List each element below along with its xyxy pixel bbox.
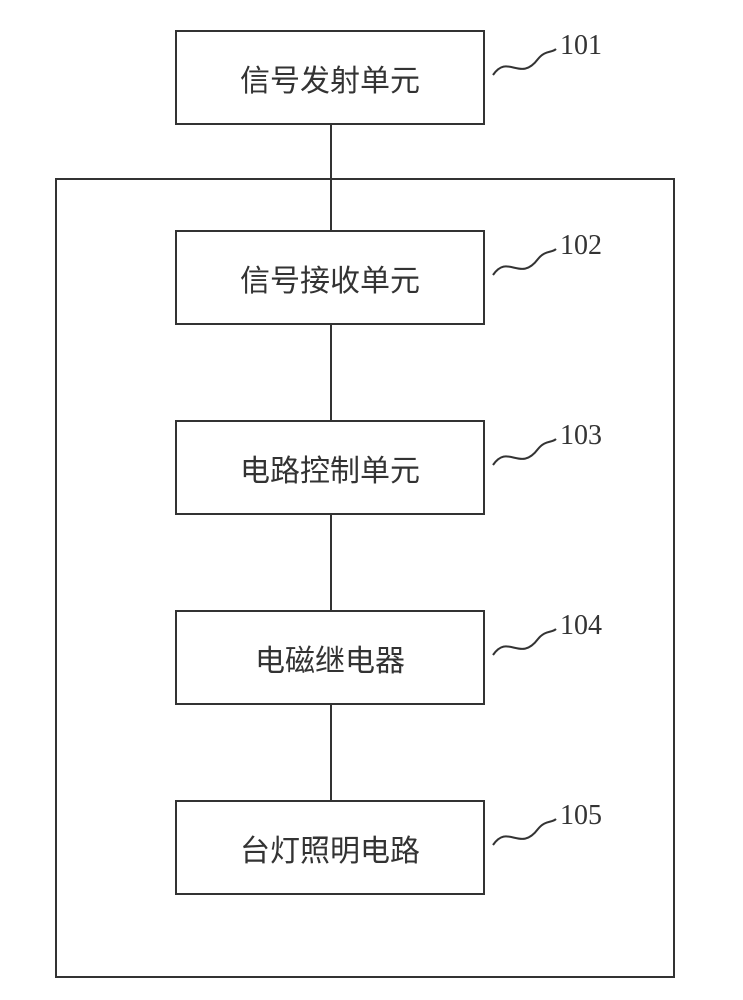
ref-squiggle (490, 45, 560, 85)
connector-ctrl_unit-to-relay (330, 515, 332, 610)
block-ctrl_unit: 电路控制单元 (175, 420, 485, 515)
block-signal_rx: 信号接收单元 (175, 230, 485, 325)
block-label-ctrl_unit: 电路控制单元 (240, 446, 420, 490)
connector-signal_rx-to-ctrl_unit (330, 325, 332, 420)
block-lamp_circuit: 台灯照明电路 (175, 800, 485, 895)
ref-label-101: 101 (560, 30, 602, 62)
ref-label-102: 102 (560, 230, 602, 262)
ref-squiggle (490, 625, 560, 665)
ref-label-105: 105 (560, 800, 602, 832)
block-label-relay: 电磁继电器 (255, 636, 405, 680)
block-signal_tx: 信号发射单元 (175, 30, 485, 125)
ref-squiggle (490, 245, 560, 285)
ref-label-103: 103 (560, 420, 602, 452)
ref-label-104: 104 (560, 610, 602, 642)
ref-squiggle (490, 815, 560, 855)
connector-signal_tx-to-signal_rx (330, 125, 332, 230)
ref-squiggle (490, 435, 560, 475)
block-label-lamp_circuit: 台灯照明电路 (240, 826, 420, 870)
block-label-signal_rx: 信号接收单元 (240, 256, 420, 300)
block-relay: 电磁继电器 (175, 610, 485, 705)
connector-relay-to-lamp_circuit (330, 705, 332, 800)
block-label-signal_tx: 信号发射单元 (240, 56, 420, 100)
